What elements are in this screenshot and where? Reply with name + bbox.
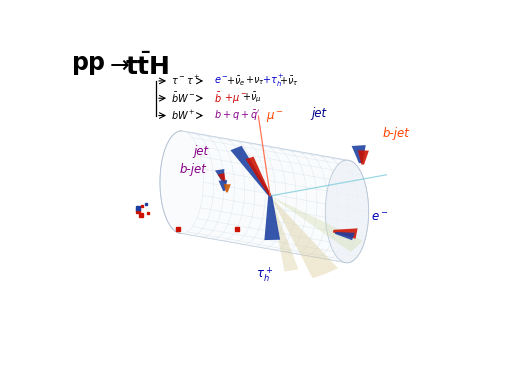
Text: $+\bar{\nu}_\tau$: $+\bar{\nu}_\tau$ bbox=[279, 74, 299, 88]
Text: $\mu^-$: $\mu^-$ bbox=[266, 110, 284, 125]
Polygon shape bbox=[218, 180, 227, 191]
Polygon shape bbox=[217, 173, 226, 183]
Polygon shape bbox=[333, 228, 358, 239]
Text: $+\tau_h^+$: $+\tau_h^+$ bbox=[262, 73, 284, 89]
Text: jet: jet bbox=[194, 145, 209, 158]
Text: $+\nu_\tau$: $+\nu_\tau$ bbox=[245, 75, 265, 87]
Text: $+\bar{\nu}_e$: $+\bar{\nu}_e$ bbox=[226, 74, 245, 88]
Polygon shape bbox=[352, 145, 366, 163]
Polygon shape bbox=[231, 146, 272, 197]
Polygon shape bbox=[224, 184, 231, 192]
Polygon shape bbox=[215, 169, 225, 181]
Text: $bW^+$: $bW^+$ bbox=[171, 109, 196, 122]
Text: $\rightarrow$: $\rightarrow$ bbox=[105, 53, 130, 77]
Polygon shape bbox=[160, 131, 369, 263]
Text: $\tau_h^+$: $\tau_h^+$ bbox=[257, 265, 274, 284]
Text: $\mathbf{t\bar{t}H}$: $\mathbf{t\bar{t}H}$ bbox=[124, 53, 169, 80]
Text: b-jet: b-jet bbox=[383, 127, 409, 140]
Text: $\tau^-\tau^+$: $\tau^-\tau^+$ bbox=[171, 74, 200, 88]
Polygon shape bbox=[270, 196, 338, 278]
Text: $+\bar{\nu}_\mu$: $+\bar{\nu}_\mu$ bbox=[242, 91, 262, 106]
Polygon shape bbox=[264, 196, 280, 240]
Text: $b+q+\bar{q}^{\prime}$: $b+q+\bar{q}^{\prime}$ bbox=[214, 109, 260, 123]
Text: $+\mu^-$: $+\mu^-$ bbox=[224, 92, 247, 105]
Text: $\bar{b}W^-$: $\bar{b}W^-$ bbox=[171, 91, 196, 105]
Polygon shape bbox=[335, 232, 355, 240]
Polygon shape bbox=[270, 196, 298, 271]
Polygon shape bbox=[270, 196, 363, 252]
Polygon shape bbox=[358, 150, 369, 165]
Text: $e^-$: $e^-$ bbox=[371, 211, 388, 224]
Text: $e^-$: $e^-$ bbox=[214, 75, 229, 86]
Polygon shape bbox=[245, 157, 271, 196]
Text: $\bar{b}$: $\bar{b}$ bbox=[214, 91, 221, 105]
Text: b-jet: b-jet bbox=[180, 163, 207, 176]
Text: jet: jet bbox=[311, 107, 327, 120]
Text: $\mathbf{pp}$: $\mathbf{pp}$ bbox=[71, 53, 106, 77]
Ellipse shape bbox=[325, 160, 369, 263]
